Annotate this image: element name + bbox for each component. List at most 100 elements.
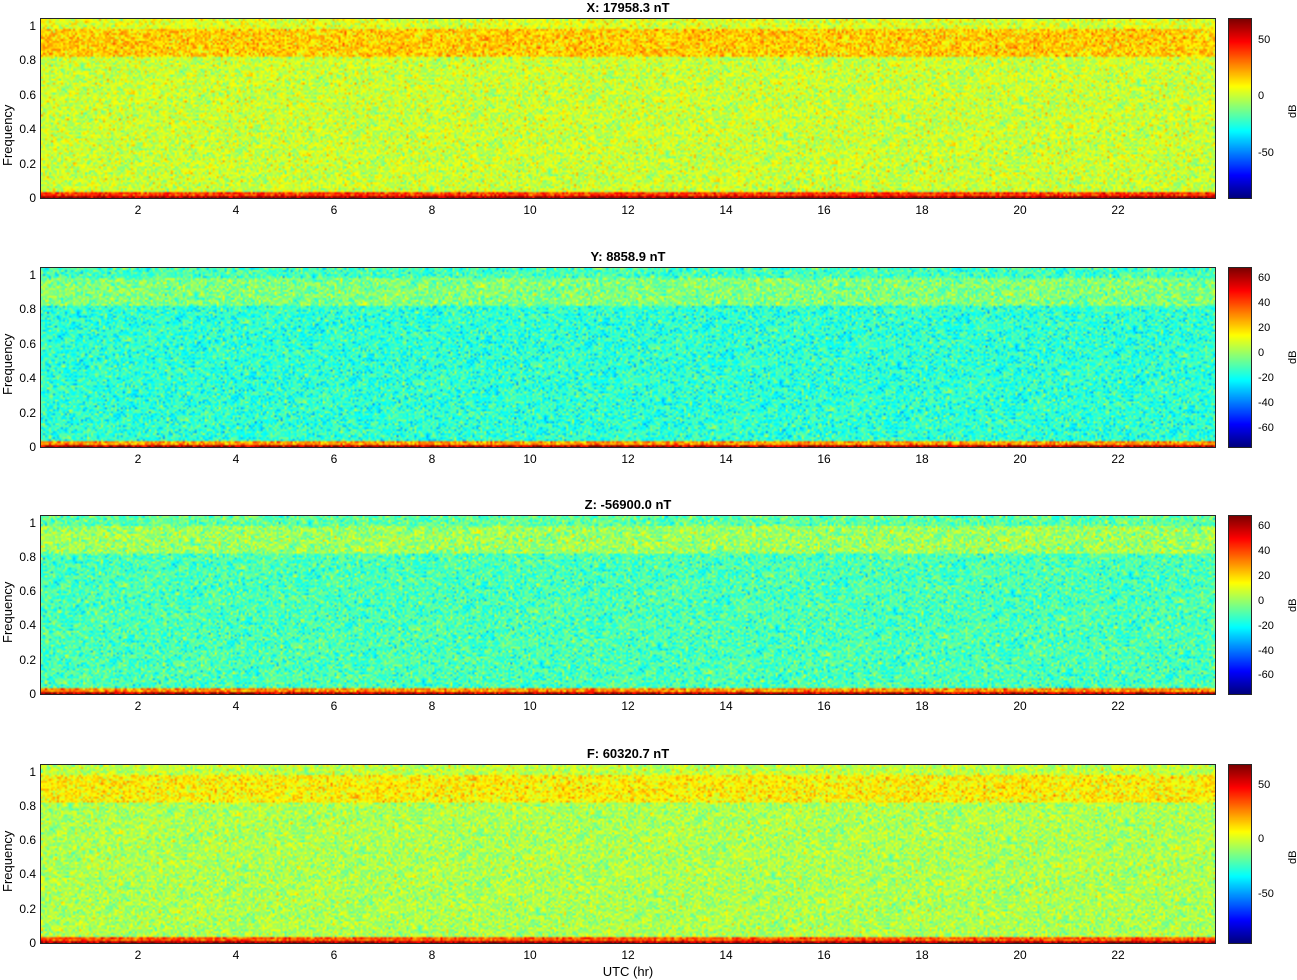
x-tick-label: 10 [523,203,537,217]
colorbar-label: dB [1287,598,1297,612]
x-tick-label: 16 [817,699,831,713]
y-tick-label: 1 [29,515,36,530]
y-tick-label: 0.8 [19,549,36,564]
y-tick-label: 1 [29,18,36,33]
x-tick-label: 8 [428,203,436,217]
x-tick-label: 14 [719,452,733,466]
y-tick-label: 0.2 [19,405,36,420]
y-tick-label: 0.8 [19,798,36,813]
x-tick-label: 2 [134,948,142,962]
colorbar-tick-label: 40 [1258,297,1271,310]
colorbar-tick-label: 50 [1258,33,1271,46]
colorbar-tick-label: -40 [1258,397,1274,410]
x-tick-label: 16 [817,452,831,466]
colorbar-tick-label: -60 [1258,669,1274,682]
colorbar-tick-label: 40 [1258,545,1271,558]
x-tick-label: 16 [817,948,831,962]
colorbar-label: dB [1287,850,1297,864]
x-tick-label: 4 [232,948,240,962]
x-tick-label: 2 [134,699,142,713]
y-tick-label: 0.6 [19,833,36,848]
colorbar-gradient [1229,19,1251,198]
y-tick-label: 0.8 [19,302,36,317]
y-tick-label: 0.2 [19,156,36,171]
spectrogram-plot [40,515,1216,695]
y-tick-label: 0 [29,440,36,454]
y-tick-label: 0.2 [19,652,36,667]
colorbar-tick-label: 60 [1258,272,1271,285]
x-tick-label: 8 [428,699,436,713]
colorbar-tick-label: -50 [1258,887,1274,900]
y-tick-label: 1 [29,267,36,282]
x-tick-label: 4 [232,203,240,217]
x-tick-label: 20 [1013,948,1027,962]
spectrogram-image [41,516,1215,694]
x-tick-label: 12 [621,452,635,466]
y-tick-label: 0.4 [19,867,36,882]
spectrogram-image [41,19,1215,198]
y-tick-label: 0.2 [19,901,36,916]
panel-title: F: 60320.7 nT [586,746,670,761]
x-tick-label: 2 [134,203,142,217]
x-tick-label: 12 [621,203,635,217]
y-tick-label: 0.6 [19,87,36,102]
colorbar-tick-label: 0 [1258,347,1265,360]
x-tick-label: 14 [719,203,733,217]
x-tick-label: 10 [523,948,537,962]
y-tick-label: 0 [29,191,36,205]
colorbar [1228,764,1252,944]
colorbar-tick-label: -50 [1258,146,1274,159]
x-tick-label: 18 [915,948,929,962]
y-tick-label: 0.6 [19,336,36,351]
spectrogram-plot [40,764,1216,944]
x-tick-label: 4 [232,699,240,713]
y-tick-label: 0.4 [19,122,36,137]
x-tick-label: 12 [621,699,635,713]
spectrogram-plot [40,267,1216,448]
panel-title: Y: 8858.9 nT [590,249,666,264]
panel-title: X: 17958.3 nT [586,0,670,15]
x-tick-label: 8 [428,948,436,962]
x-tick-label: 14 [719,948,733,962]
colorbar-tick-label: -40 [1258,644,1274,657]
colorbar-tick-label: 20 [1258,322,1271,335]
x-tick-label: 20 [1013,452,1027,466]
y-tick-label: 0.6 [19,584,36,599]
x-tick-label: 20 [1013,699,1027,713]
colorbar-gradient [1229,765,1251,943]
colorbar-tick-label: -20 [1258,372,1274,385]
colorbar-tick-label: 50 [1258,778,1271,791]
x-tick-label: 18 [915,203,929,217]
x-tick-label: 16 [817,203,831,217]
x-tick-label: 6 [330,948,338,962]
y-tick-label: 0 [29,687,36,701]
colorbar-label: dB [1287,350,1297,364]
y-tick-label: 0.4 [19,371,36,386]
colorbar-tick-label: -20 [1258,619,1274,632]
spectrogram-image [41,268,1215,447]
x-tick-label: 18 [915,452,929,466]
colorbar-tick-label: -60 [1258,422,1274,435]
x-axis-label: UTC (hr) [602,964,654,979]
x-tick-label: 6 [330,203,338,217]
x-tick-label: 10 [523,452,537,466]
x-tick-label: 4 [232,452,240,466]
x-tick-label: 2 [134,452,142,466]
x-tick-label: 22 [1111,203,1125,217]
y-tick-label: 0.8 [19,53,36,68]
panel-title: Z: -56900.0 nT [584,497,672,512]
x-tick-label: 22 [1111,948,1125,962]
spectrogram-image [41,765,1215,943]
y-tick-label: 0 [29,936,36,950]
x-tick-label: 14 [719,699,733,713]
colorbar-gradient [1229,268,1251,447]
colorbar-tick-label: 60 [1258,520,1271,533]
spectrogram-plot [40,18,1216,199]
colorbar-tick-label: 0 [1258,594,1265,607]
y-tick-label: 0.4 [19,618,36,633]
x-tick-label: 6 [330,452,338,466]
x-tick-label: 10 [523,699,537,713]
colorbar-label: dB [1287,104,1297,118]
colorbar [1228,515,1252,695]
x-tick-label: 18 [915,699,929,713]
